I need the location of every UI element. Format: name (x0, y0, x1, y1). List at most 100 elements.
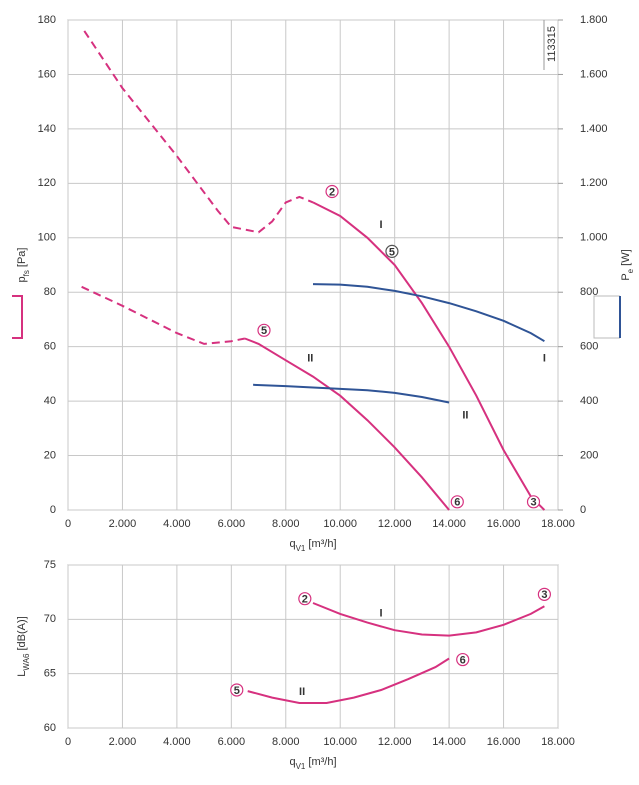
y2-axis-label-sub: e (626, 268, 635, 273)
series-line (312, 283, 545, 343)
x-axis-label-unit: [m³/h] (308, 756, 336, 768)
marker-label: II (462, 410, 468, 422)
y-axis-label-sub: fs (22, 270, 31, 276)
annotation: 113315 (546, 26, 558, 62)
x-tick-label: 14.000 (432, 518, 466, 530)
series-line (312, 602, 545, 637)
x-tick-label: 14.000 (432, 736, 466, 748)
marker-label: 5 (389, 246, 395, 258)
y2-tick-label: 200 (580, 449, 598, 461)
y-axis-label-unit: [Pa] (16, 248, 28, 268)
y2-tick-label: 1.000 (580, 232, 608, 244)
y-axis-swatch (12, 295, 23, 339)
y-tick-label: 60 (44, 722, 56, 734)
marker-label: I (380, 608, 383, 620)
y2-tick-label: 1.600 (580, 68, 608, 80)
y-tick-label: 140 (38, 123, 56, 135)
series-line (81, 285, 246, 345)
y2-tick-label: 0 (580, 504, 586, 516)
y-axis-label-sub: WA6 (22, 653, 31, 671)
x-tick-label: 10.000 (323, 518, 357, 530)
marker-circle (325, 184, 339, 199)
y2-tick-label: 1.200 (580, 177, 608, 189)
marker-label: 2 (302, 594, 308, 606)
marker-label: II (299, 686, 305, 698)
marker-label: 3 (530, 497, 536, 509)
x-tick-label: 0 (65, 736, 71, 748)
x-tick-label: 6.000 (218, 736, 246, 748)
x-tick-label: 2.000 (109, 518, 137, 530)
marker-label: 6 (460, 654, 466, 666)
marker-circle (456, 652, 470, 667)
x-tick-label: 12.000 (378, 518, 412, 530)
marker-label: 5 (261, 325, 267, 337)
y-tick-label: 100 (38, 232, 56, 244)
y-tick-label: 60 (44, 341, 56, 353)
y-tick-label: 120 (38, 177, 56, 189)
y-tick-label: 180 (38, 14, 56, 26)
x-tick-label: 10.000 (323, 736, 357, 748)
marker-label: 2 (329, 186, 335, 198)
y2-tick-label: 400 (580, 395, 598, 407)
y2-tick-label: 600 (580, 341, 598, 353)
y-axis-label-main: L (16, 671, 28, 677)
marker-label: 6 (454, 497, 460, 509)
x-tick-label: 4.000 (163, 518, 191, 530)
x-axis-label: qV1 [m³/h] (289, 538, 336, 553)
x-tick-label: 0 (65, 518, 71, 530)
plot-frame (67, 19, 559, 511)
series-line (312, 201, 546, 511)
y-tick-label: 80 (44, 286, 56, 298)
marker-circle (450, 495, 464, 509)
x-axis-label-main: q (289, 538, 295, 550)
y2-axis-label-main: P (620, 273, 632, 280)
x-axis-label-sub: V1 (296, 544, 306, 553)
x-tick-label: 8.000 (272, 736, 300, 748)
y-axis-label: pfs [Pa] (16, 248, 31, 283)
x-tick-label: 18.000 (541, 736, 575, 748)
x-axis-label-unit: [m³/h] (308, 538, 336, 550)
marker-circle (230, 683, 244, 697)
x-axis-label: qV1 [m³/h] (289, 756, 336, 771)
y-tick-label: 70 (44, 613, 56, 625)
series-line (247, 657, 450, 704)
marker-label: 5 (234, 685, 240, 697)
marker-label: 3 (541, 589, 547, 601)
y2-axis-frame (593, 295, 620, 339)
x-tick-label: 12.000 (378, 736, 412, 748)
y2-axis-label: Pe [W] (620, 249, 635, 280)
x-tick-label: 2.000 (109, 736, 137, 748)
y-tick-label: 160 (38, 68, 56, 80)
x-tick-label: 18.000 (541, 518, 575, 530)
y-tick-label: 20 (44, 449, 56, 461)
x-tick-label: 4.000 (163, 736, 191, 748)
y-tick-label: 0 (50, 504, 56, 516)
y-tick-label: 65 (44, 668, 56, 680)
x-axis-label-sub: V1 (296, 762, 306, 771)
x-tick-label: 16.000 (487, 518, 521, 530)
marker-circle (385, 244, 399, 258)
marker-circle (298, 592, 312, 606)
marker-label: I (543, 352, 546, 364)
x-tick-label: 8.000 (272, 518, 300, 530)
y2-axis-label-unit: [W] (620, 249, 632, 266)
y-axis-label-unit: [dB(A)] (16, 616, 28, 650)
series-line (253, 383, 450, 404)
y2-tick-label: 800 (580, 286, 598, 298)
y2-tick-label: 1.800 (580, 14, 608, 26)
y-tick-label: 75 (44, 559, 56, 571)
y2-tick-label: 1.400 (580, 123, 608, 135)
y-tick-label: 40 (44, 395, 56, 407)
marker-circle (537, 587, 551, 601)
marker-label: I (380, 219, 383, 231)
x-axis-label-main: q (289, 756, 295, 768)
series-line (244, 337, 450, 511)
x-tick-label: 16.000 (487, 736, 521, 748)
x-tick-label: 6.000 (218, 518, 246, 530)
series-line (83, 30, 314, 234)
marker-circle (526, 495, 541, 509)
marker-circle (257, 323, 271, 337)
marker-label: II (307, 352, 313, 364)
y-axis-label-main: p (16, 276, 28, 282)
